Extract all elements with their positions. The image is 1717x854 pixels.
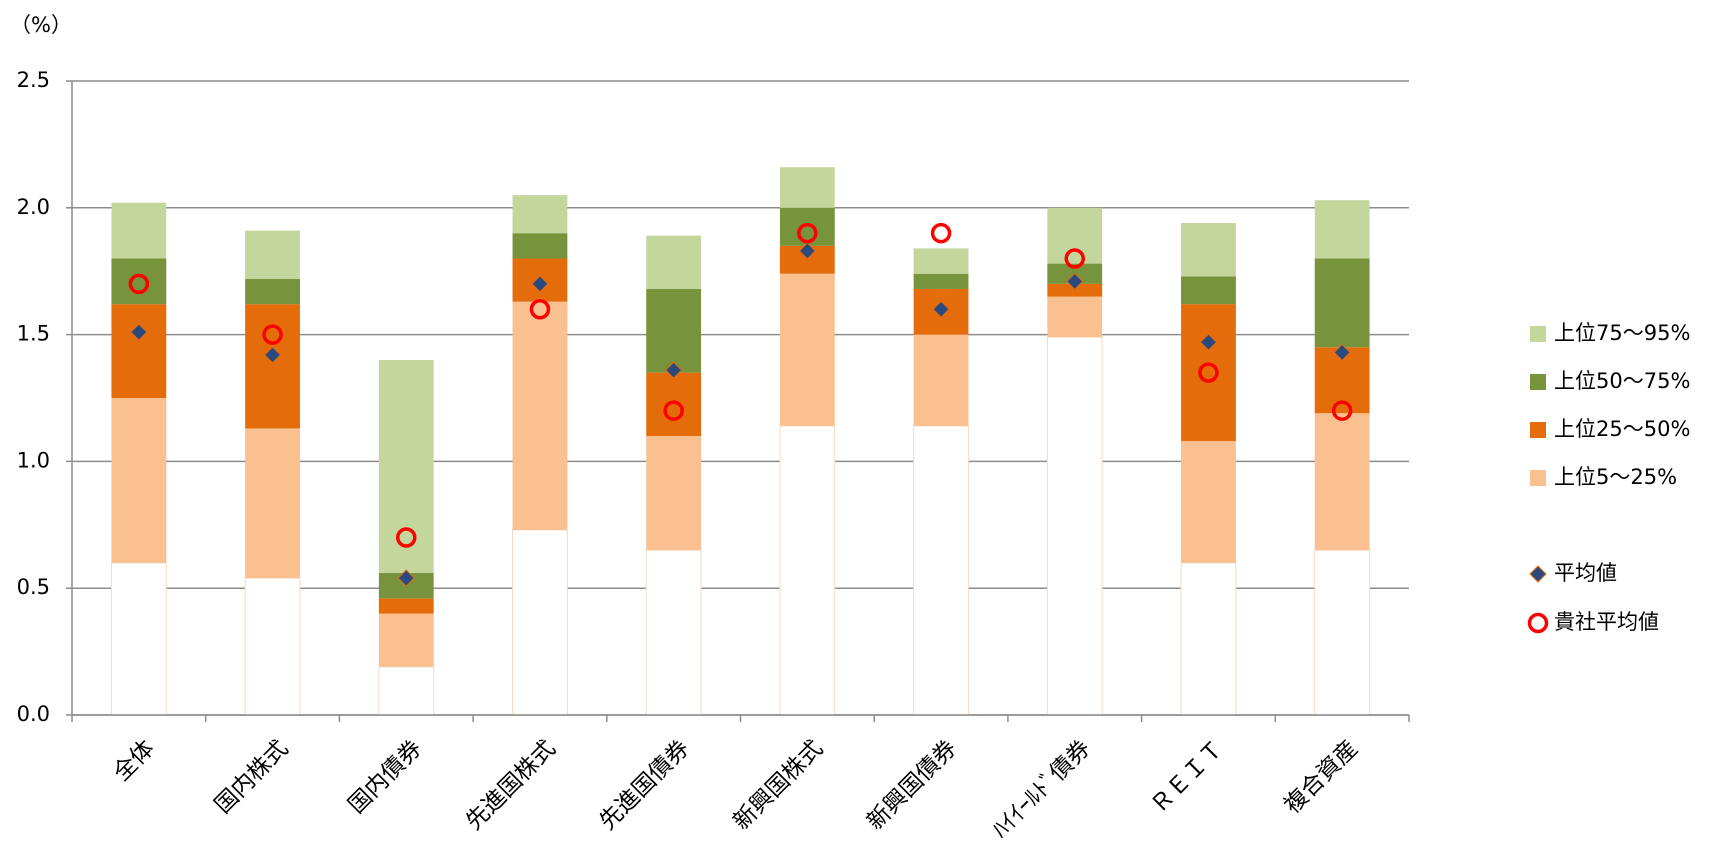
legend-swatch — [1530, 326, 1546, 342]
y-tick-label: 0.5 — [17, 575, 50, 599]
y-tick-label: 0.0 — [17, 702, 50, 726]
bar-segment — [1047, 207, 1103, 264]
bar-segment — [1314, 200, 1370, 259]
x-tick-label: 先進国債券 — [595, 735, 695, 835]
bar-segment — [913, 273, 969, 289]
bar-segment — [111, 202, 167, 259]
bar-segment — [512, 233, 568, 259]
x-tick-label: 先進国株式 — [461, 735, 561, 835]
x-tick-label: ＲＥＩＴ — [1146, 735, 1229, 818]
company-marker — [529, 298, 551, 320]
y-tick-label: 1.0 — [17, 448, 50, 472]
base-bar — [512, 529, 568, 716]
base-bar — [1180, 562, 1237, 716]
base-bar — [913, 425, 969, 716]
bar-segment — [1047, 283, 1103, 297]
x-tick-label: ﾊｲｲｰﾙﾄﾞ債券 — [988, 735, 1096, 843]
bar-segment — [111, 304, 167, 398]
bar-segment — [1181, 441, 1236, 563]
company-marker — [663, 400, 684, 421]
legend-label: 上位75～95% — [1554, 321, 1690, 345]
bar-segment — [1314, 258, 1370, 348]
average-marker — [798, 242, 817, 260]
base-bar — [244, 577, 301, 716]
bar-segment — [779, 167, 835, 208]
x-tick-label: 全体 — [109, 735, 160, 786]
company-marker — [797, 222, 818, 244]
bar-segment — [1181, 304, 1236, 442]
company-marker — [1331, 400, 1353, 421]
average-marker — [130, 323, 148, 341]
company-marker — [128, 273, 150, 295]
legend-label: 上位5～25% — [1554, 465, 1677, 489]
average-marker — [1333, 343, 1351, 362]
bar-segment — [512, 301, 568, 530]
x-tick-label: 複合資産 — [1280, 735, 1363, 818]
company-marker — [1064, 248, 1085, 269]
company-marker — [1198, 362, 1219, 383]
company-marker — [396, 527, 417, 548]
base-bar — [645, 549, 702, 716]
company-marker — [930, 222, 952, 244]
legend-marker — [1529, 565, 1547, 583]
bar-segment — [1181, 276, 1236, 305]
base-bar — [779, 425, 836, 716]
average-marker — [932, 300, 950, 318]
bar-segment — [646, 436, 702, 551]
legend-swatch — [1530, 422, 1546, 438]
bar-segment — [779, 207, 835, 246]
bar-segment — [245, 230, 300, 279]
bar-segment — [512, 195, 568, 234]
y-tick-label: 2.0 — [17, 195, 50, 219]
x-tick-label: 新興国株式 — [728, 735, 828, 835]
average-marker — [531, 275, 549, 293]
legend-swatch — [1530, 470, 1546, 486]
bar-segment — [111, 398, 167, 563]
base-bar — [1314, 549, 1371, 716]
bar-segment — [779, 273, 835, 426]
average-marker — [664, 361, 683, 379]
bar-segment — [913, 248, 969, 274]
base-bar — [1046, 336, 1103, 716]
x-tick-label: 国内債券 — [344, 735, 427, 818]
bar-segment — [1047, 296, 1103, 338]
average-marker — [263, 346, 282, 364]
bar-segment — [378, 613, 434, 667]
legend-label: 平均値 — [1554, 561, 1617, 585]
company-marker — [262, 324, 283, 345]
y-tick-label: 2.5 — [17, 68, 50, 92]
legend-marker — [1527, 612, 1549, 634]
bar-segment — [1181, 223, 1236, 277]
bar-segment — [245, 428, 300, 579]
x-tick-label: 国内株式 — [210, 735, 293, 818]
base-bar — [110, 562, 167, 716]
bar-segment — [378, 359, 434, 573]
average-marker — [1066, 272, 1084, 291]
bar-segment — [913, 334, 969, 426]
bar-segment — [646, 288, 702, 373]
x-tick-label: 新興国債券 — [862, 735, 962, 835]
y-axis-label: （%） — [10, 13, 72, 37]
legend-label: 上位25～50% — [1554, 417, 1690, 441]
y-tick-label: 1.5 — [17, 322, 50, 346]
legend-label: 上位50～75% — [1554, 369, 1690, 393]
bar-segment — [378, 598, 434, 614]
average-marker — [1199, 333, 1218, 351]
bar-segment — [646, 372, 702, 437]
bar-segment — [245, 304, 300, 429]
average-marker — [397, 569, 415, 587]
bar-segment — [646, 235, 702, 289]
base-bar — [378, 666, 435, 716]
bar-segment — [1314, 413, 1370, 551]
legend-swatch — [1530, 374, 1546, 390]
legend-label: 貴社平均値 — [1554, 610, 1659, 634]
bar-segment — [111, 258, 167, 305]
bar-segment — [245, 278, 300, 305]
